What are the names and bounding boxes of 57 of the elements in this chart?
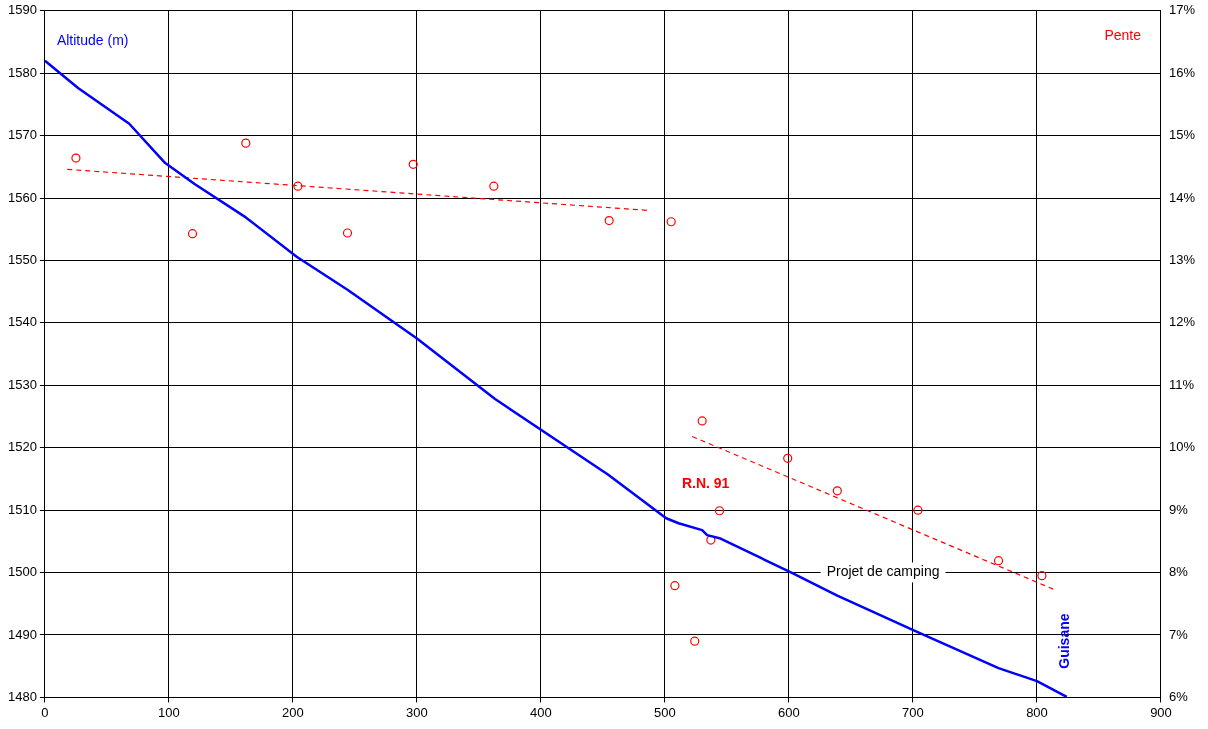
x-tick-label: 600: [778, 704, 800, 720]
y-axis-title: Altitude (m): [56, 31, 129, 48]
y2-tick-label: 6%: [1168, 688, 1189, 704]
y-tick-label: 1490: [8, 626, 37, 642]
y-tick-label: 1550: [8, 252, 37, 268]
annotation: R.N. 91: [681, 475, 730, 492]
y-tick-label: 1540: [8, 314, 37, 330]
x-tick-label: 200: [282, 704, 304, 720]
point: [832, 486, 842, 496]
point: [666, 217, 676, 227]
x-tick-label: 400: [530, 704, 552, 720]
point: [241, 138, 251, 148]
x-tick-label: 100: [158, 704, 180, 720]
y2-tick-label: 16%: [1168, 64, 1196, 80]
x-tick-label: 700: [902, 704, 924, 720]
y2-tick-label: 8%: [1168, 564, 1189, 580]
y2-axis-title: Pente: [1104, 26, 1142, 43]
point: [714, 506, 725, 516]
y2-tick-label: 7%: [1168, 626, 1189, 642]
y2-tick-label: 10%: [1168, 439, 1196, 455]
point: [783, 453, 793, 463]
x-tick-label: 300: [406, 704, 428, 720]
point: [993, 556, 1004, 566]
point: [1037, 571, 1047, 581]
y-tick-label: 1500: [8, 564, 37, 580]
y-tick-label: 1530: [8, 376, 37, 392]
point: [697, 416, 707, 426]
x-tick-label: 0: [41, 704, 49, 720]
y2-tick-label: 11%: [1168, 376, 1195, 392]
annotation: Guisane: [1055, 613, 1072, 669]
x-tick-label: 500: [654, 704, 676, 720]
y2-tick-label: 17%: [1168, 2, 1196, 18]
point: [604, 215, 614, 226]
point: [342, 228, 353, 238]
y-tick-label: 1580: [8, 64, 37, 80]
x-tick-label: 900: [1150, 704, 1172, 720]
y2-tick-label: 15%: [1168, 127, 1196, 143]
y-tick-label: 1520: [8, 439, 37, 455]
point: [187, 229, 198, 239]
y-tick-label: 1570: [8, 127, 37, 143]
y-tick-label: 1510: [8, 501, 37, 517]
point: [489, 181, 499, 191]
point: [690, 636, 700, 646]
point: [670, 581, 680, 591]
annotation: Projet de camping: [826, 563, 940, 580]
y2-tick-label: 12%: [1168, 314, 1196, 330]
point: [293, 181, 303, 191]
y2-tick-label: 13%: [1168, 252, 1196, 268]
point: [408, 159, 418, 169]
y-tick-label: 1560: [8, 189, 37, 205]
point: [71, 153, 81, 163]
y2-tick-label: 14%: [1168, 189, 1196, 205]
y-tick-label: 1590: [8, 2, 37, 18]
x-tick-label: 800: [1026, 704, 1048, 720]
y-tick-label: 1480: [8, 688, 37, 704]
y2-tick-label: 9%: [1168, 501, 1189, 517]
point: [913, 505, 923, 515]
